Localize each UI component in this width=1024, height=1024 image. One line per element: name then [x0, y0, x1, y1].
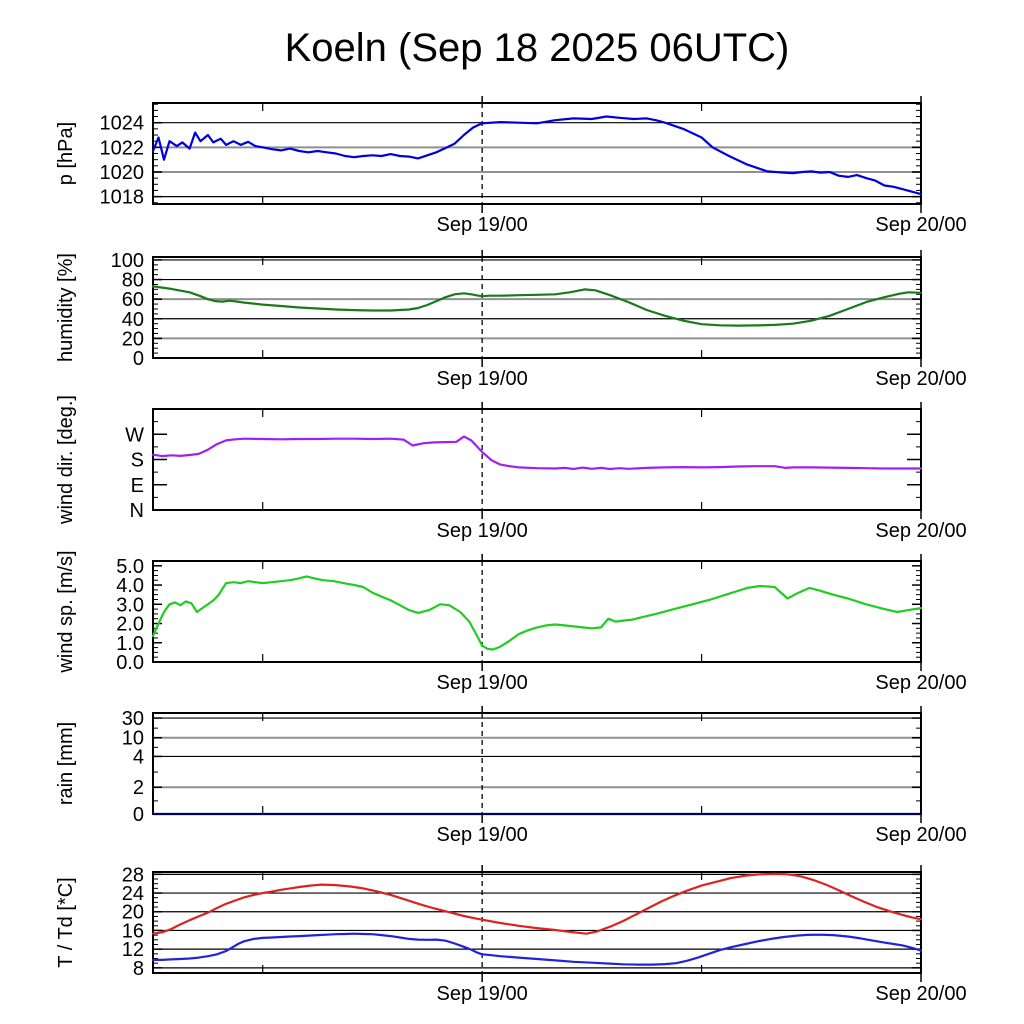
y-tick-label: 4 — [133, 746, 144, 768]
panel-frame-temperature — [152, 871, 922, 974]
series-temperature — [151, 872, 923, 935]
series-wind_speed — [151, 575, 923, 651]
series-humidity — [151, 285, 923, 327]
series-dewpoint — [151, 932, 923, 966]
y-tick-label: 1.0 — [116, 633, 144, 655]
x-tick-label: Sep 20/00 — [875, 520, 966, 542]
x-tick-label: Sep 20/00 — [875, 824, 966, 846]
y-tick-label: 1018 — [100, 187, 145, 209]
y-axis-title-humidity: humidity [%] — [55, 253, 77, 362]
y-tick-label: 1024 — [100, 113, 145, 135]
x-tick-label: Sep 20/00 — [875, 368, 966, 390]
x-tick-label: Sep 19/00 — [437, 983, 528, 1005]
y-tick-label: N — [130, 500, 144, 522]
y-tick-label: 2.0 — [116, 614, 144, 636]
y-tick-label: 4.0 — [116, 575, 144, 597]
y-tick-label: 60 — [122, 289, 144, 311]
y-tick-label: W — [125, 424, 144, 446]
y-axis-title-wind_direction: wind dir. [deg.] — [55, 395, 77, 525]
y-tick-label: 0.0 — [116, 652, 144, 674]
x-tick-label: Sep 19/00 — [437, 672, 528, 694]
y-tick-label: 16 — [122, 920, 144, 942]
y-axis-title-temperature: T / Td [*C] — [55, 877, 77, 967]
y-axis-title-pressure: p [hPa] — [55, 122, 77, 185]
y-tick-label: 30 — [122, 708, 144, 730]
y-tick-label: 5.0 — [116, 556, 144, 578]
y-tick-label: 1022 — [100, 137, 145, 159]
y-tick-label: E — [131, 475, 144, 497]
series-pressure — [151, 115, 923, 196]
y-tick-label: 0 — [133, 348, 144, 370]
y-tick-label: 80 — [122, 270, 144, 292]
y-tick-label: S — [131, 450, 144, 472]
y-tick-label: 0 — [133, 804, 144, 826]
y-tick-label: 8 — [133, 958, 144, 980]
panel-frame-pressure — [152, 102, 922, 205]
y-axis-title-wind_speed: wind sp. [m/s] — [55, 550, 77, 673]
x-tick-label: Sep 19/00 — [437, 520, 528, 542]
x-tick-label: Sep 19/00 — [437, 214, 528, 236]
y-tick-label: 20 — [122, 328, 144, 350]
panel-frame-wind_speed — [152, 560, 922, 663]
panel-frame-wind_direction — [152, 408, 922, 511]
y-tick-label: 12 — [122, 939, 144, 961]
y-tick-label: 24 — [122, 883, 144, 905]
x-tick-label: Sep 20/00 — [875, 214, 966, 236]
y-tick-label: 2 — [133, 777, 144, 799]
panel-frame-rain — [152, 712, 922, 815]
y-tick-label: 100 — [111, 250, 144, 272]
y-tick-label: 40 — [122, 309, 144, 331]
x-tick-label: Sep 20/00 — [875, 672, 966, 694]
series-wind_direction — [151, 435, 923, 471]
y-tick-label: 10 — [122, 728, 144, 750]
panel-frame-humidity — [152, 256, 922, 359]
x-tick-label: Sep 19/00 — [437, 824, 528, 846]
x-tick-label: Sep 19/00 — [437, 368, 528, 390]
y-tick-label: 3.0 — [116, 594, 144, 616]
y-axis-title-rain: rain [mm] — [55, 722, 77, 805]
y-tick-label: 20 — [122, 902, 144, 924]
x-tick-label: Sep 20/00 — [875, 983, 966, 1005]
y-tick-label: 28 — [122, 864, 144, 886]
chart-title: Koeln (Sep 18 2025 06UTC) — [284, 26, 790, 70]
y-tick-label: 1020 — [100, 162, 145, 184]
